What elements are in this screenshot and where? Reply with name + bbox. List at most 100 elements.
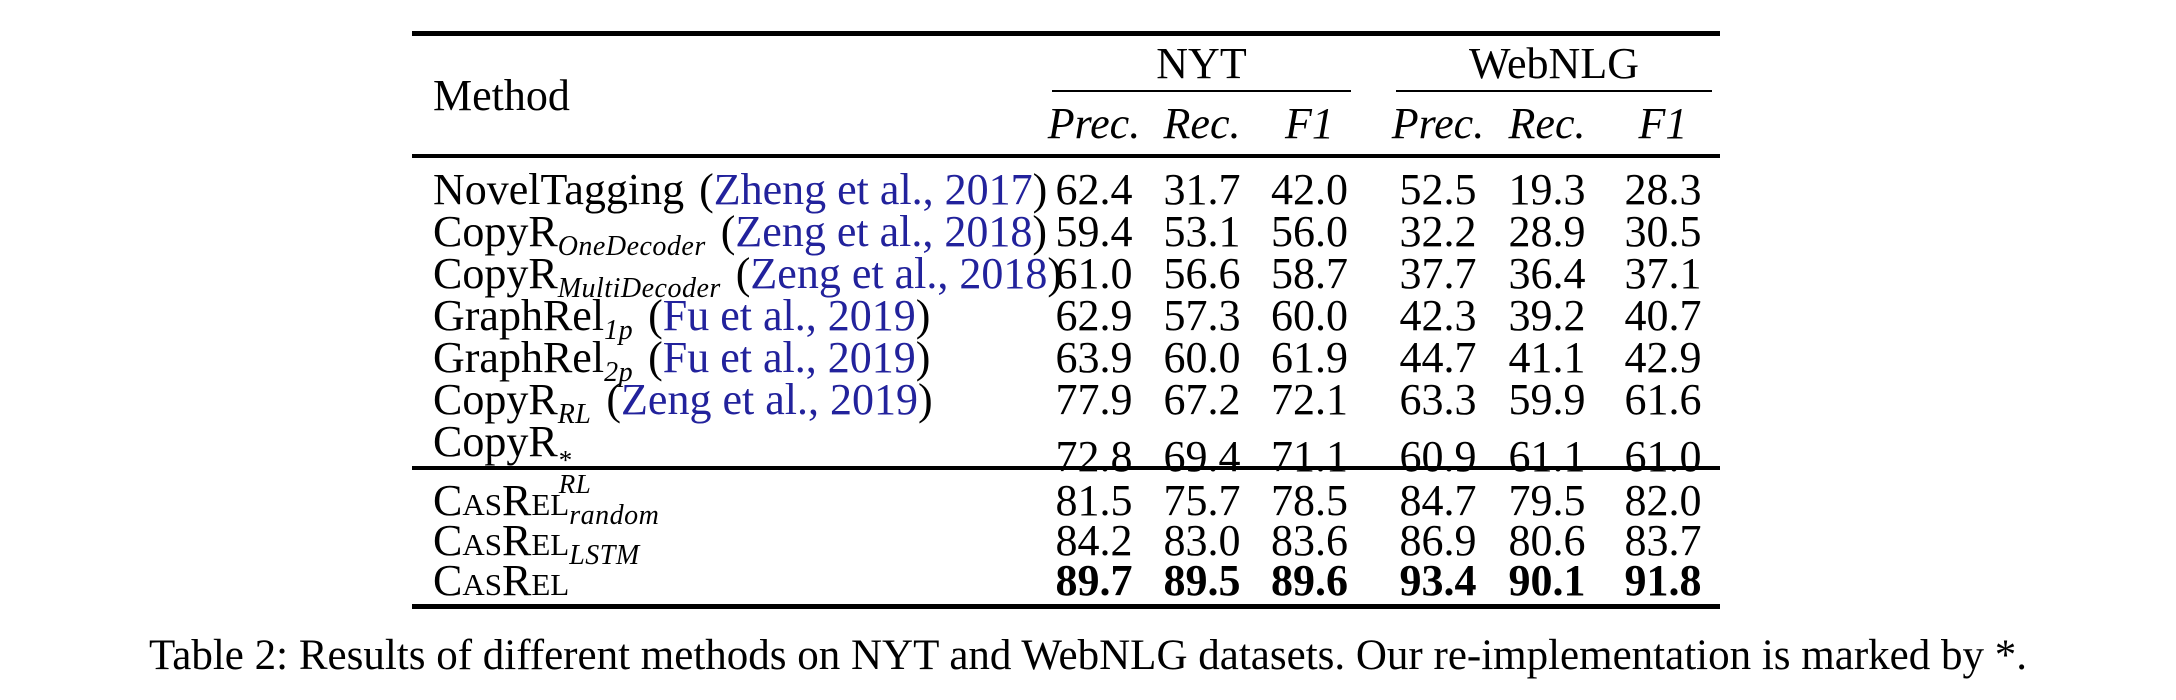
- value-cell: 42.0: [1271, 165, 1348, 214]
- value-cell: 60.9: [1399, 431, 1477, 481]
- header-divider-rule: [412, 154, 1720, 158]
- value-cell: 83.0: [1163, 516, 1241, 565]
- citation: (Zheng et al., 2017): [699, 165, 1047, 214]
- method-name: CopyR: [433, 417, 558, 466]
- citation: (Fu et al., 2019): [648, 333, 930, 382]
- value-cell: 89.7: [1055, 556, 1133, 605]
- table-caption: Table 2: Results of different methods on…: [149, 632, 2027, 679]
- method-subscript: RL: [558, 469, 592, 499]
- value-cell: 41.1: [1508, 333, 1586, 382]
- method-cell: CopyRMultiDecoder (Zeng et al., 2018): [412, 248, 1062, 303]
- value-cell: 93.4: [1399, 556, 1477, 605]
- value-cell: 61.0: [1055, 249, 1133, 298]
- value-cell: 80.6: [1508, 516, 1586, 565]
- method-subscript: RL: [557, 399, 592, 430]
- value-cell: 44.7: [1399, 333, 1477, 382]
- value-cell: 62.9: [1055, 291, 1133, 340]
- column-header-nyt-f1: F1: [1285, 98, 1334, 148]
- value-cell: 57.3: [1163, 291, 1241, 340]
- value-cell: 59.9: [1508, 375, 1586, 424]
- value-cell: 90.1: [1508, 556, 1586, 605]
- value-cell: 30.5: [1624, 207, 1702, 256]
- group-header-nyt: NYT: [1156, 38, 1247, 88]
- value-cell: 59.4: [1055, 207, 1133, 256]
- value-cell: 89.5: [1163, 556, 1241, 605]
- value-cell: 79.5: [1508, 476, 1586, 525]
- citation-paren: ): [1047, 249, 1062, 298]
- table-bottom-rule: [412, 604, 1720, 609]
- table-row: CasRel 89.7 89.5 89.6 93.4 90.1 91.8: [412, 555, 1720, 605]
- value-cell: 72.8: [1055, 431, 1133, 481]
- section-divider-rule: [412, 466, 1720, 470]
- method-superscript: *: [558, 445, 573, 475]
- method-name: CopyR: [433, 207, 558, 256]
- table-header: Method NYT WebNLG Prec. Rec. F1 Prec. Re…: [412, 36, 1720, 154]
- citation-link[interactable]: Zeng et al., 2018: [735, 207, 1033, 256]
- method-cell: CasRel: [412, 555, 1044, 606]
- value-cell: 52.5: [1399, 165, 1477, 214]
- method-cell: GraphRel1p (Fu et al., 2019): [412, 290, 1044, 345]
- method-name: CasRel: [433, 476, 570, 525]
- value-cell: 81.5: [1055, 476, 1133, 525]
- citation-paren: (: [699, 165, 714, 214]
- value-cell: 28.9: [1508, 207, 1586, 256]
- citation-link[interactable]: Fu et al., 2019: [662, 333, 916, 382]
- method-subscript: MultiDecoder: [557, 273, 721, 304]
- citation-paren: (: [648, 291, 663, 340]
- value-cell: 28.3: [1624, 165, 1702, 214]
- value-cell: 89.6: [1271, 556, 1348, 605]
- value-cell: 40.7: [1624, 291, 1702, 340]
- group-header-webnlg: WebNLG: [1469, 38, 1639, 88]
- method-subscript: 2p: [604, 357, 634, 388]
- citation-link[interactable]: Zheng et al., 2017: [713, 165, 1033, 214]
- value-cell: 58.7: [1271, 249, 1348, 298]
- value-cell: 61.0: [1624, 431, 1702, 481]
- value-cell: 37.7: [1399, 249, 1477, 298]
- value-cell: 60.0: [1163, 333, 1241, 382]
- table-row: GraphRel1p (Fu et al., 2019) 62.9 57.3 60…: [412, 290, 1720, 345]
- citation: (Zeng et al., 2019): [606, 375, 932, 424]
- value-cell: 78.5: [1271, 476, 1348, 525]
- value-cell: 61.1: [1508, 431, 1586, 481]
- citation-link[interactable]: Zeng et al., 2019: [621, 375, 918, 424]
- column-header-webnlg-rec: Rec.: [1508, 98, 1586, 148]
- table-row: CopyR * RL 72.8 69.4 71.1 60.9 61.1 61.0: [412, 416, 1720, 498]
- method-cell: CasRelrandom: [412, 475, 1044, 530]
- citation-paren: (: [606, 375, 622, 424]
- column-header-webnlg-prec: Prec.: [1391, 98, 1485, 148]
- value-cell: 36.4: [1508, 249, 1586, 298]
- value-cell: 77.9: [1055, 375, 1133, 424]
- citation-link[interactable]: Zeng et al., 2018: [750, 249, 1048, 298]
- baseline-methods-section: NovelTagging (Zheng et al., 2017) 62.4 31…: [412, 158, 1720, 498]
- citation-link[interactable]: Fu et al., 2019: [662, 291, 916, 340]
- method-cell: NovelTagging (Zheng et al., 2017): [412, 164, 1047, 215]
- value-cell: 72.1: [1271, 375, 1348, 424]
- column-header-nyt-prec: Prec.: [1047, 98, 1141, 148]
- value-cell: 91.8: [1624, 556, 1702, 605]
- method-cell: CasRelLSTM: [412, 515, 1044, 570]
- value-cell: 53.1: [1163, 207, 1241, 256]
- method-name: CopyR: [433, 375, 558, 424]
- method-subscript: OneDecoder: [557, 231, 706, 262]
- value-cell: 69.4: [1163, 431, 1241, 481]
- citation-paren: ): [915, 291, 931, 340]
- value-cell: 19.3: [1508, 165, 1586, 214]
- value-cell: 83.6: [1271, 516, 1348, 565]
- value-cell: 60.0: [1271, 291, 1348, 340]
- value-cell: 31.7: [1163, 165, 1241, 214]
- value-cell: 37.1: [1624, 249, 1702, 298]
- citation-paren: ): [1032, 207, 1047, 256]
- citation: (Fu et al., 2019): [648, 291, 930, 340]
- value-cell: 63.9: [1055, 333, 1133, 382]
- value-cell: 61.9: [1271, 333, 1348, 382]
- table-row: GraphRel2p (Fu et al., 2019) 63.9 60.0 61…: [412, 332, 1720, 387]
- table-row: CasRelrandom 81.5 75.7 78.5 84.7 79.5 82…: [412, 475, 1720, 530]
- value-cell: 32.2: [1399, 207, 1477, 256]
- table-row: CopyRRL (Zeng et al., 2019) 77.9 67.2 72.…: [412, 374, 1720, 429]
- column-header-method: Method: [433, 70, 570, 120]
- value-cell: 56.0: [1271, 207, 1348, 256]
- citation: (Zeng et al., 2018): [736, 249, 1062, 298]
- results-table: Method NYT WebNLG Prec. Rec. F1 Prec. Re…: [412, 31, 1720, 609]
- casrel-methods-section: CasRelrandom 81.5 75.7 78.5 84.7 79.5 82…: [412, 470, 1720, 605]
